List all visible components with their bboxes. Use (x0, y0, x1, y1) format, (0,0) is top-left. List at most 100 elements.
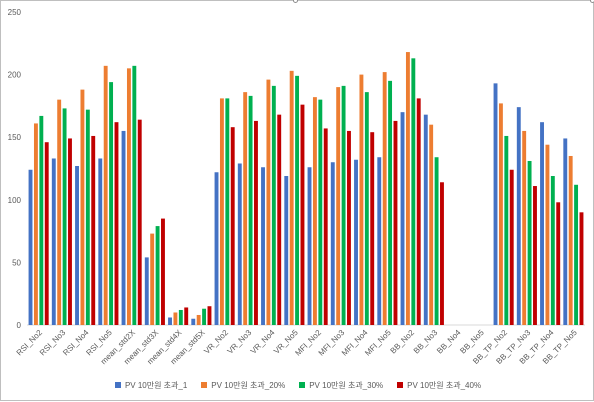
bar (121, 130, 126, 325)
legend-entry: PV 10만원 초과_40% (397, 380, 481, 391)
bar (28, 169, 33, 325)
bar (85, 109, 90, 325)
bar (416, 98, 421, 325)
bar (509, 169, 514, 325)
bar (62, 108, 67, 326)
legend-entry: PV 10만원 초과_20% (201, 380, 285, 391)
x-category-label: MFI_No5 (363, 328, 393, 358)
bar (568, 155, 573, 325)
bar (109, 82, 114, 325)
bar (39, 115, 44, 325)
bar (184, 307, 189, 325)
bar (364, 92, 369, 325)
legend-label: PV 10만원 초과_30% (309, 380, 384, 390)
bar (284, 176, 289, 325)
y-tick-label: 100 (8, 196, 22, 205)
bar (400, 112, 405, 325)
bar (254, 120, 258, 325)
bar (336, 87, 341, 326)
bar (318, 99, 323, 325)
bar (563, 138, 568, 325)
bar (545, 144, 550, 325)
legend-swatch (201, 382, 208, 388)
bar (289, 70, 294, 325)
bar (132, 65, 137, 325)
bar (498, 103, 503, 326)
legend-label: PV 10만원 초과_1 (124, 380, 188, 390)
legend-label: PV 10만원 초과_40% (407, 380, 482, 390)
x-category-label: BB_No2 (389, 328, 417, 356)
bar (80, 89, 85, 326)
bar (574, 184, 579, 325)
bar (504, 135, 509, 325)
bar (330, 162, 335, 325)
bar (354, 159, 358, 325)
bar (173, 312, 178, 325)
bar (347, 130, 351, 325)
bar (137, 119, 142, 325)
bars (28, 52, 584, 326)
bar (144, 257, 149, 325)
bar (68, 138, 72, 325)
bar (51, 158, 56, 325)
bar (411, 58, 416, 325)
bar (207, 306, 212, 325)
bar (300, 104, 305, 326)
bar (266, 79, 271, 325)
legend-swatch (299, 382, 306, 388)
bar (103, 65, 108, 325)
resize-handle-top-right[interactable] (590, 0, 594, 3)
bar (214, 172, 219, 325)
bar (98, 158, 103, 325)
legend: PV 10만원 초과_1 PV 10만원 초과_20% PV 10만원 초과_30%… (1, 378, 594, 392)
resize-handle-top-center[interactable] (293, 0, 298, 3)
bar (44, 142, 49, 325)
x-axis-category-labels: RSI_No2RSI_No3RSI_No4RSI_No5mean_std2Xme… (15, 328, 579, 367)
bar (429, 124, 434, 326)
bar (75, 166, 79, 325)
bar (307, 167, 312, 325)
bar (393, 120, 398, 325)
bar (168, 317, 172, 325)
bar (405, 52, 410, 326)
bar (556, 202, 561, 325)
bar (155, 226, 160, 325)
x-category-label: BB_No3 (412, 328, 440, 356)
legend-label: PV 10만원 초과_20% (211, 380, 286, 390)
legend-entry: PV 10만원 초과_1 (114, 380, 188, 391)
bar (225, 98, 230, 325)
bar (161, 218, 165, 325)
bar (219, 98, 224, 325)
x-category-label: VR_No4 (249, 328, 277, 356)
x-category-label: VR_No3 (226, 328, 254, 356)
y-axis-ticks: 0 50 100 150 200 250 (8, 8, 22, 330)
bar (202, 308, 207, 325)
bar (271, 85, 276, 326)
x-category-label: BB_No4 (435, 328, 463, 356)
bar (196, 314, 201, 325)
legend-swatch (397, 382, 404, 388)
bar (434, 157, 439, 325)
legend-entry: PV 10만원 초과_30% (299, 380, 383, 391)
bar (91, 135, 96, 325)
bar (377, 157, 382, 325)
bar (114, 122, 119, 326)
bar (388, 80, 393, 325)
bar (440, 182, 444, 325)
bar (295, 75, 300, 325)
bar (522, 130, 527, 325)
bar (359, 74, 364, 325)
bar (57, 99, 62, 325)
bar (533, 186, 537, 325)
y-tick-label: 150 (8, 133, 22, 142)
bar (150, 233, 155, 325)
bar (323, 128, 328, 325)
y-tick-label: 250 (8, 8, 22, 17)
bar (516, 107, 521, 326)
bar (178, 309, 183, 325)
bar (261, 167, 265, 325)
bar (33, 123, 38, 326)
bar (312, 97, 317, 325)
